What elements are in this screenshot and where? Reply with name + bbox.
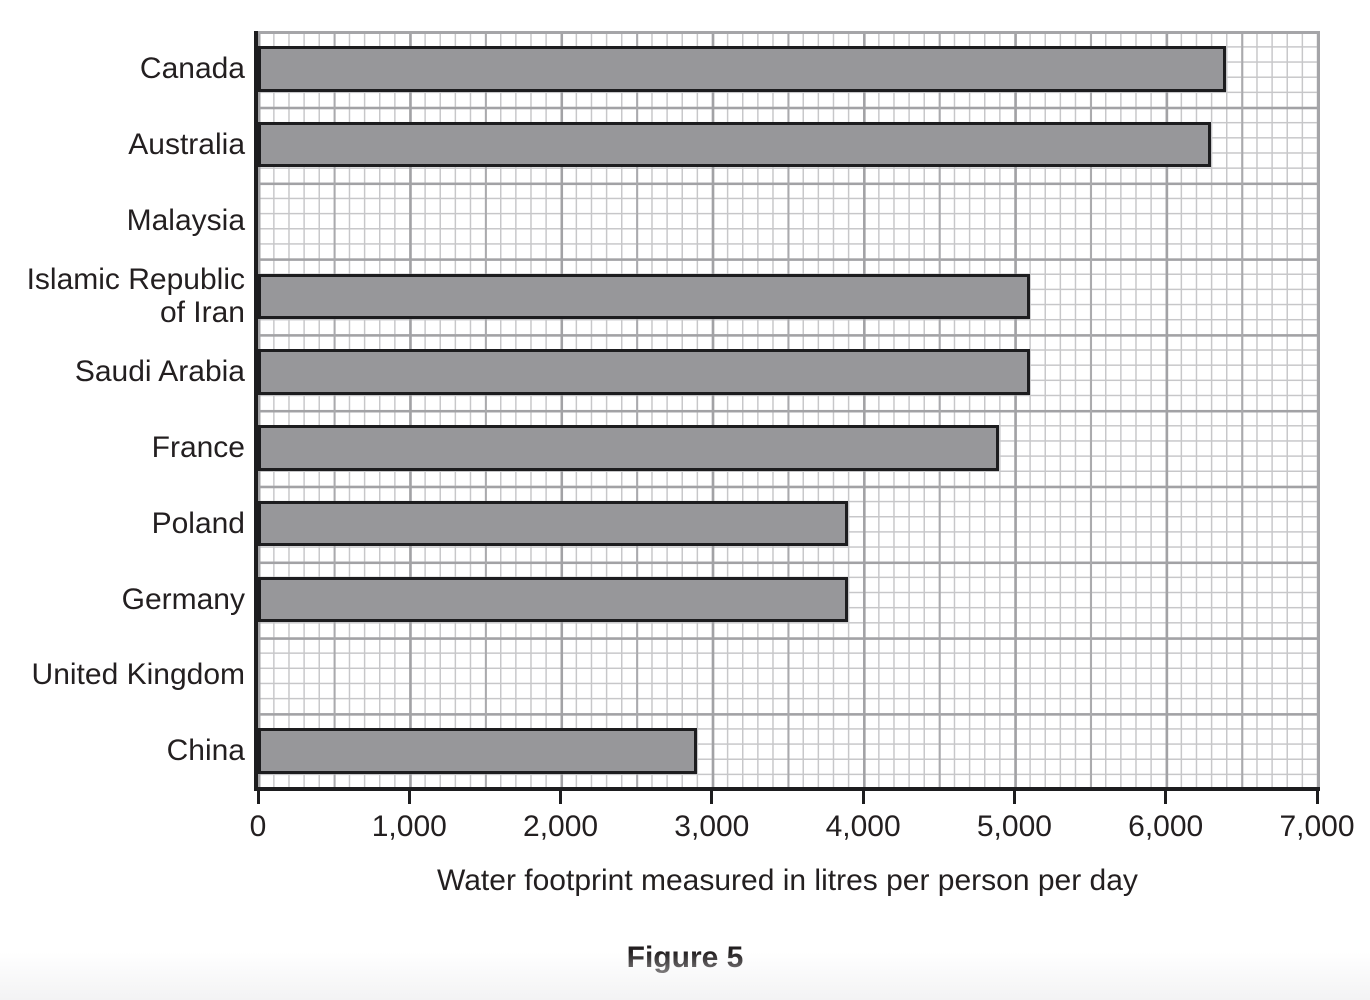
x-axis-line [254,787,1320,791]
x-axis-tick-label-4000: 4,000 [825,810,901,843]
x-axis-tick-label-2000: 2,000 [523,810,599,843]
x-axis-tick-5000 [1012,791,1016,804]
x-axis-tick-label-5000: 5,000 [976,810,1052,843]
x-axis-tick-1000 [407,791,411,804]
x-axis-tick-label-7000: 7,000 [1279,810,1355,843]
bar-saudi-arabia [258,349,1030,395]
y-axis-line [254,31,258,791]
page-bottom-edge [0,952,1370,1000]
category-label-australia: Australia [128,127,245,161]
category-label-saudi-arabia: Saudi Arabia [74,355,245,389]
plot-right-border [1317,31,1320,789]
x-axis-tick-0 [256,791,260,804]
x-axis-tick-6000 [1164,791,1168,804]
category-label-france: France [151,431,245,465]
x-axis-tick-2000 [559,791,563,804]
category-label-islamic-republic-of-iran: Islamic Republic of Iran [26,262,245,330]
x-axis-tick-4000 [861,791,865,804]
category-label-united-kingdom: United Kingdom [31,658,245,692]
category-label-canada: Canada [139,52,245,86]
bar-poland [258,500,848,547]
bar-canada [258,46,1227,92]
bar-australia [258,121,1212,168]
plot-top-border [258,31,1320,34]
x-axis-tick-label-3000: 3,000 [674,810,750,843]
x-axis-tick-label-0: 0 [249,810,267,843]
category-label-germany: Germany [121,582,245,616]
x-axis-tick-3000 [710,791,714,804]
category-label-china: China [166,734,245,768]
x-axis-title: Water footprint measured in litres per p… [437,864,1138,897]
x-axis-tick-label-1000: 1,000 [371,810,447,843]
bar-china [258,728,697,774]
category-label-poland: Poland [151,506,245,540]
bar-germany [258,576,848,623]
x-axis-tick-7000 [1315,791,1319,804]
x-axis-tick-label-6000: 6,000 [1128,810,1204,843]
category-label-malaysia: Malaysia [126,203,245,237]
bar-islamic-republic-of-iran [258,273,1030,320]
bar-france [258,425,1000,471]
